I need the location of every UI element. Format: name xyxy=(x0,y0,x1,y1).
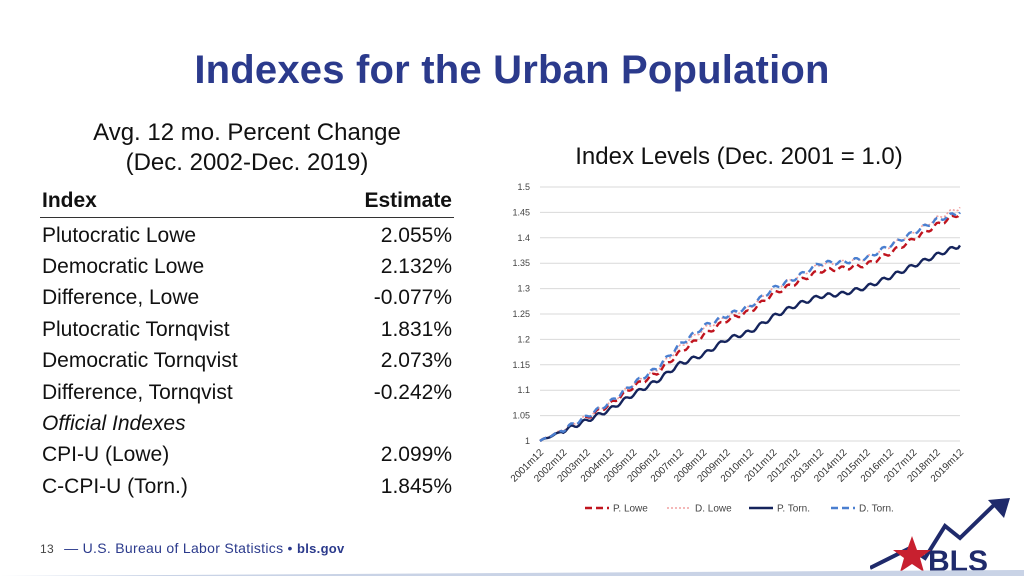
table-row: Democratic Tornqvist 2.073% xyxy=(40,346,454,377)
row-value: 1.831% xyxy=(380,317,452,341)
row-value: 1.845% xyxy=(380,474,452,498)
series-line-p-lowe xyxy=(539,212,962,442)
footer-org: — U.S. Bureau of Labor Statistics • xyxy=(64,540,293,556)
table-row: Difference, Lowe -0.077% xyxy=(40,283,454,314)
y-tick-label: 1.05 xyxy=(512,411,530,421)
logo-text: BLS xyxy=(928,545,988,574)
y-tick-label: 1.3 xyxy=(517,284,530,294)
bls-logo: BLS xyxy=(870,498,1010,574)
y-tick-label: 1 xyxy=(525,436,530,446)
row-value: 2.073% xyxy=(380,349,452,373)
slide-number: 13 xyxy=(40,542,54,556)
row-value: 2.132% xyxy=(380,255,452,279)
table-header-row: Index Estimate xyxy=(40,187,454,218)
row-label: Difference, Lowe xyxy=(42,286,200,310)
row-label: Plutocratic Lowe xyxy=(42,223,197,247)
table-heading-line1: Avg. 12 mo. Percent Change xyxy=(93,119,401,146)
y-tick-label: 1.25 xyxy=(512,309,530,319)
row-label: CPI-U (Lowe) xyxy=(42,443,170,467)
y-tick-label: 1.45 xyxy=(512,207,530,217)
footer: 13 — U.S. Bureau of Labor Statistics • b… xyxy=(40,540,345,556)
y-tick-label: 1.35 xyxy=(512,258,530,268)
column-header-index: Index xyxy=(40,187,324,218)
table-row: C-CPI-U (Torn.) 1.845% xyxy=(40,471,454,502)
y-tick-label: 1.4 xyxy=(517,233,530,243)
legend-label: D. Lowe xyxy=(695,504,732,515)
row-value: 2.099% xyxy=(380,443,452,467)
column-header-estimate: Estimate xyxy=(323,187,454,218)
row-label: C-CPI-U (Torn.) xyxy=(42,474,188,498)
table-heading: Avg. 12 mo. Percent Change (Dec. 2002-De… xyxy=(40,118,454,178)
table-section-row: Official Indexes xyxy=(40,408,454,439)
section-label: Official Indexes xyxy=(42,412,186,436)
series-line-d-torn xyxy=(539,211,961,442)
y-tick-label: 1.15 xyxy=(512,360,530,370)
table-row: Difference, Tornqvist -0.242% xyxy=(40,377,454,408)
footer-site-link[interactable]: bls.gov xyxy=(296,541,345,556)
footer-band xyxy=(0,570,1024,576)
row-label: Democratic Tornqvist xyxy=(42,349,238,373)
legend-label: P. Lowe xyxy=(613,504,648,515)
row-value: -0.077% xyxy=(373,286,452,310)
row-value xyxy=(324,408,454,439)
row-label: Democratic Lowe xyxy=(42,255,205,279)
row-label: Plutocratic Tornqvist xyxy=(42,317,230,341)
table-heading-line2: (Dec. 2002-Dec. 2019) xyxy=(125,149,369,176)
table-row: Plutocratic Tornqvist 1.831% xyxy=(40,314,454,345)
legend-label: D. Torn. xyxy=(859,504,894,515)
row-label: Difference, Tornqvist xyxy=(42,380,233,404)
legend-label: P. Torn. xyxy=(777,504,810,515)
logo-star-icon xyxy=(893,536,931,572)
series-line-p-torn xyxy=(539,244,961,442)
logo-arrow-head xyxy=(988,498,1010,518)
series-line-d-lowe xyxy=(539,206,961,442)
chart-title: Index Levels (Dec. 2001 = 1.0) xyxy=(575,143,903,170)
row-value: 2.055% xyxy=(380,223,452,247)
page-title: Indexes for the Urban Population xyxy=(194,48,830,92)
table-row: Democratic Lowe 2.132% xyxy=(40,251,454,282)
row-value: -0.242% xyxy=(373,380,452,404)
y-tick-label: 1.1 xyxy=(517,385,530,395)
table-row: Plutocratic Lowe 2.055% xyxy=(40,218,454,252)
table-row: CPI-U (Lowe) 2.099% xyxy=(40,440,454,471)
y-tick-label: 1.2 xyxy=(517,334,530,344)
line-chart: 11.051.11.151.21.251.31.351.41.451.52001… xyxy=(509,182,967,515)
estimates-table: Index Estimate Plutocratic Lowe 2.055% D… xyxy=(40,187,454,503)
y-tick-label: 1.5 xyxy=(517,182,530,192)
